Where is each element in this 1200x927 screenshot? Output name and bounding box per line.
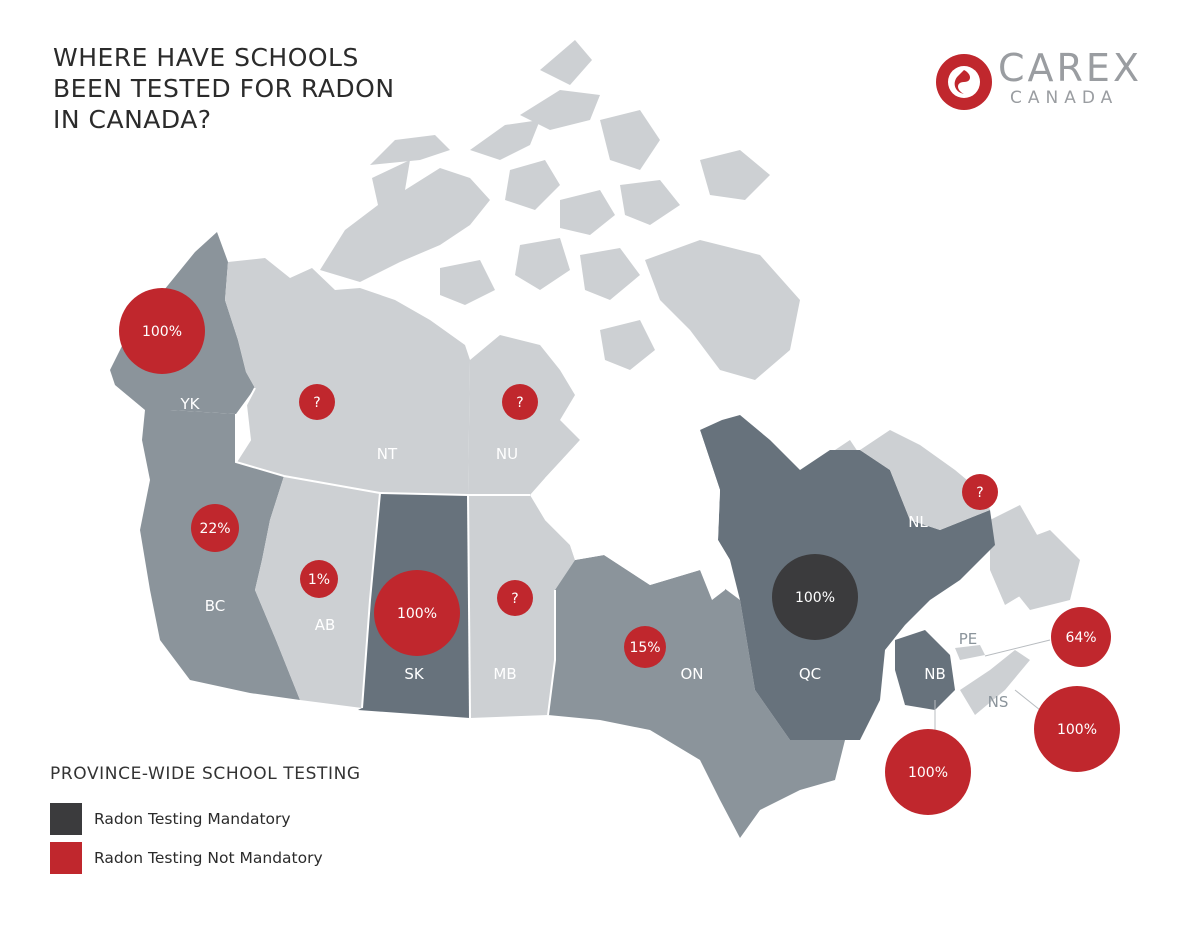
leader-lines: [934, 639, 1051, 735]
region-on: [548, 555, 845, 838]
region-nb: [895, 630, 955, 710]
region-pe: [955, 645, 985, 660]
label-mb: MB: [493, 665, 516, 683]
bubble-qc: [772, 554, 858, 640]
bubble-on: [624, 626, 666, 668]
bubble-bc: [191, 504, 239, 552]
label-pe: PE: [959, 630, 978, 648]
bubble-nl-value: ?: [976, 485, 983, 501]
bubble-pe-value: 64%: [1065, 630, 1096, 646]
label-on: ON: [680, 665, 703, 683]
bubble-nt-value: ?: [313, 395, 320, 411]
borders: [235, 387, 556, 719]
legend-item-mandatory: Radon Testing Mandatory: [50, 803, 291, 835]
region-bc: [140, 410, 300, 700]
bubble-sk-value: 100%: [397, 606, 437, 622]
title-line-2: BEEN TESTED FOR RADON: [53, 74, 395, 103]
bubble-nu: [502, 384, 538, 420]
bubble-ns: [1034, 686, 1120, 772]
label-nl: NL: [908, 513, 928, 531]
logo-subtitle: CANADA: [1010, 88, 1119, 108]
label-nu: NU: [496, 445, 518, 463]
region-nt: [225, 258, 470, 495]
bubble-nb-value: 100%: [908, 765, 948, 781]
region-nl: [860, 430, 990, 530]
bubble-nl: [962, 474, 998, 510]
bubble-bc-value: 22%: [199, 521, 230, 537]
legend-title: PROVINCE-WIDE SCHOOL TESTING: [50, 764, 361, 784]
bubble-ns-value: 100%: [1057, 722, 1097, 738]
bubble-qc-value: 100%: [795, 590, 835, 606]
label-bc: BC: [205, 597, 226, 615]
region-nl-island: [1010, 530, 1080, 610]
label-ab: AB: [315, 616, 336, 634]
label-ns: NS: [988, 693, 1009, 711]
logo-name: CAREX: [998, 46, 1142, 90]
page-title: WHERE HAVE SCHOOLS BEEN TESTED FOR RADON…: [53, 42, 473, 135]
region-labels: YK NT NU BC AB SK MB ON QC NL NB PE NS: [180, 395, 1009, 711]
legend-label-not-mandatory: Radon Testing Not Mandatory: [94, 849, 323, 867]
data-bubbles: 100% ? ? 22% 1% 100% ? 15% 100% ? 100% 6…: [119, 288, 1120, 815]
bubble-ab: [300, 560, 338, 598]
bubble-mb: [497, 580, 533, 616]
label-nt: NT: [377, 445, 398, 463]
james-bay: [700, 540, 730, 600]
bubble-sk: [374, 570, 460, 656]
carex-logo-icon: [936, 54, 992, 110]
label-sk: SK: [404, 665, 425, 683]
legend-swatch-mandatory: [50, 803, 82, 835]
title-line-3: IN CANADA?: [53, 105, 212, 134]
bubble-yk: [119, 288, 205, 374]
label-nb: NB: [924, 665, 946, 683]
bubble-nt: [299, 384, 335, 420]
bubble-yk-value: 100%: [142, 324, 182, 340]
bubble-ab-value: 1%: [308, 572, 330, 588]
label-yk: YK: [180, 395, 201, 413]
bubble-mb-value: ?: [511, 591, 518, 607]
carex-logo: CAREX CANADA: [934, 48, 1154, 118]
legend-swatch-not-mandatory: [50, 842, 82, 874]
bubble-on-value: 15%: [629, 640, 660, 656]
bubble-pe: [1051, 607, 1111, 667]
legend-label-mandatory: Radon Testing Mandatory: [94, 810, 291, 828]
title-line-1: WHERE HAVE SCHOOLS: [53, 43, 359, 72]
legend-item-not-mandatory: Radon Testing Not Mandatory: [50, 842, 323, 874]
hudson-bay: [545, 420, 720, 585]
bubble-nu-value: ?: [516, 395, 523, 411]
label-qc: QC: [799, 665, 821, 683]
region-ns: [960, 650, 1030, 715]
bubble-nb: [885, 729, 971, 815]
